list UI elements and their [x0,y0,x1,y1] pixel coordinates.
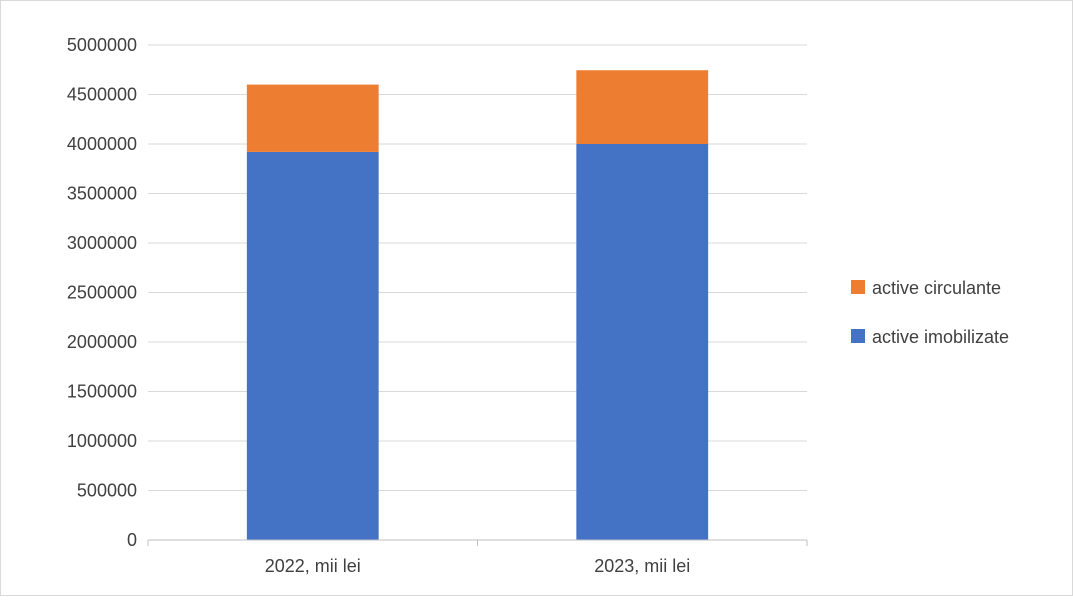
legend-label: active imobilizate [872,327,1009,347]
y-tick-label: 4000000 [67,134,137,154]
y-tick-label: 0 [127,530,137,550]
x-category-label: 2023, mii lei [594,556,690,576]
bar-active-imobilizate [246,151,379,541]
legend-swatch [851,280,865,294]
bar-active-imobilizate [576,144,709,540]
y-tick-label: 1500000 [67,382,137,402]
legend-label: active circulante [872,278,1001,298]
legend-swatch [851,329,865,343]
y-tick-label: 2000000 [67,332,137,352]
y-tick-label: 3000000 [67,233,137,253]
y-tick-label: 500000 [77,481,137,501]
bar-active-circulante [246,84,379,152]
x-category-labels: 2022, mii lei 2023, mii lei [265,556,691,576]
legend: active circulante active imobilizate [851,278,1009,347]
y-tick-label: 5000000 [67,35,137,55]
y-tick-label: 2500000 [67,283,137,303]
y-tick-label: 3500000 [67,184,137,204]
axes [147,539,808,546]
y-tick-labels: 0 500000 1000000 1500000 2000000 2500000 30000… [67,35,137,550]
y-tick-label: 4500000 [67,85,137,105]
y-tick-label: 1000000 [67,431,137,451]
x-category-label: 2022, mii lei [265,556,361,576]
bars [246,70,709,541]
bar-active-circulante [576,70,709,144]
legend-item: active circulante [851,278,1001,298]
legend-item: active imobilizate [851,327,1009,347]
